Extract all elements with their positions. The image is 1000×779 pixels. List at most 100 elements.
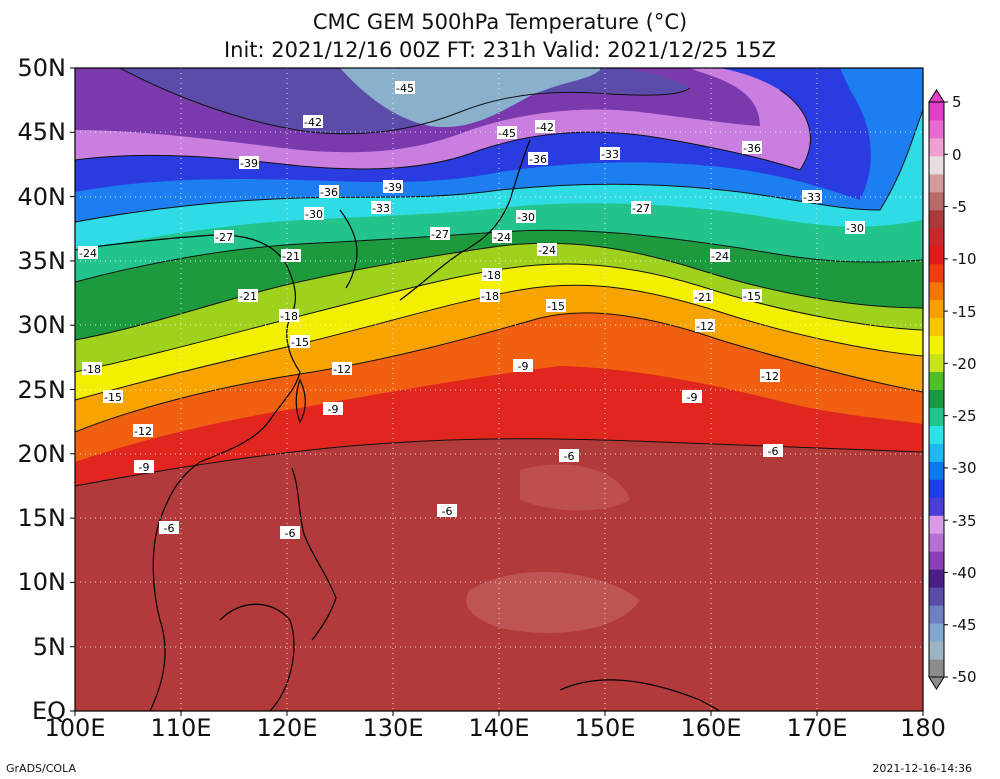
lat-label: 35N [17,247,67,275]
contour-label-bg [742,289,762,302]
contour-label-bg [159,521,179,534]
contour-label-bg [482,268,502,281]
contour-label-bg [695,319,715,332]
contour-label-bg [133,424,153,437]
colorbar-label: -40 [952,564,977,582]
contour-label: -9 [328,403,339,416]
contour-label: -6 [442,505,453,518]
colorbar-swatch [929,623,944,642]
warm-patch [466,571,640,633]
contour-label: -36 [529,153,547,166]
colorbar-swatch [929,533,944,552]
colorbar-swatch [929,605,944,624]
contour-label: -21 [282,250,300,263]
contour-label: -45 [498,127,516,140]
contour-label-bg [535,120,555,133]
lat-label: 45N [17,118,67,146]
contour-label-bg [214,230,234,243]
contour-label-bg [480,289,500,302]
colorbar-swatch [929,371,944,390]
contour-label: -6 [164,522,175,535]
contour-label: -30 [846,222,864,235]
contour-label: -9 [687,391,698,404]
contour-line [75,284,923,401]
colorbar-swatch [929,281,944,301]
colorbar-swatch [929,659,944,678]
contour-label-bg [546,299,566,312]
contour-label-bg [760,369,780,382]
colorbar-swatch [929,407,944,426]
contour-label: -9 [139,461,150,474]
contour-label-bg [78,246,98,259]
lat-label: 20N [17,440,67,468]
contour-label-bg [497,126,517,139]
contour-label: -39 [240,157,258,170]
contour-label: -30 [517,211,535,224]
colorbar-max-arrow [928,89,945,103]
colorbar-label: -45 [952,616,977,634]
contour-label-bg [290,335,310,348]
coastline-korea [339,209,358,289]
colorbar-swatch [929,479,944,498]
contour-label: -33 [601,148,619,161]
contour-label-bg [82,362,102,375]
colorbar-swatch [929,263,944,283]
contour-line [75,109,923,223]
colorbar-swatch [929,317,944,337]
contour-label: -42 [536,121,554,134]
contour-line [75,263,923,373]
contour-label: -24 [493,231,511,244]
contour-label-bg [395,81,415,94]
contour-label: -21 [694,291,712,304]
contour-label: -45 [396,82,414,95]
contour-label: -24 [711,250,729,263]
contour-label: -33 [803,191,821,204]
coastline-taiwan [295,378,306,424]
contour-label-bg [323,402,343,415]
lon-label: 150E [574,714,636,742]
contour-label: -27 [215,231,233,244]
contour-label-bg [631,201,651,214]
contour-label: -12 [333,363,351,376]
colorbar-swatch [929,641,944,660]
contour-label: -12 [761,370,779,383]
colorbar-label: -5 [952,198,967,216]
colorbar-swatch [929,443,944,462]
colorbar-label: -15 [952,303,977,321]
colorbar-swatch [929,155,944,175]
colorbar-label: -20 [952,355,977,373]
contour-label: -39 [384,181,402,194]
colorbar-label: 0 [952,146,962,164]
lat-label: 5N [32,633,66,661]
contour-label: -6 [564,450,575,463]
contour-label: -18 [483,269,501,282]
colorbar-label: -35 [952,512,977,530]
contour-label-bg [682,390,702,403]
colorbar-swatch [929,389,944,408]
lat-label: 40N [17,183,67,211]
lon-label: 140E [468,714,530,742]
lat-label: 30N [17,311,67,339]
contour-label-bg [279,309,299,322]
lon-label: 120E [256,714,318,742]
contour-label-bg [528,152,548,165]
contour-label-bg [600,147,620,160]
colorbar-swatch [929,569,944,588]
contour-label: -15 [291,336,309,349]
colorbar-swatch [929,425,944,444]
contour-label-bg [559,449,579,462]
contour-label-bg [693,290,713,303]
contour-label-bg [742,141,762,154]
contour-label-bg [332,362,352,375]
lat-label: 25N [17,376,67,404]
warm-patch [520,464,630,511]
contour-label-bg [516,210,536,223]
contour-label: -27 [632,202,650,215]
map-title: CMC GEM 500hPa Temperature (°C) [312,10,688,34]
contour-label: -42 [304,116,322,129]
coastline-philippines [291,467,337,641]
contour-label-bg [303,115,323,128]
contour-label-bg [710,249,730,262]
colorbar-label: -10 [952,250,977,268]
contour-label-bg [513,359,533,372]
